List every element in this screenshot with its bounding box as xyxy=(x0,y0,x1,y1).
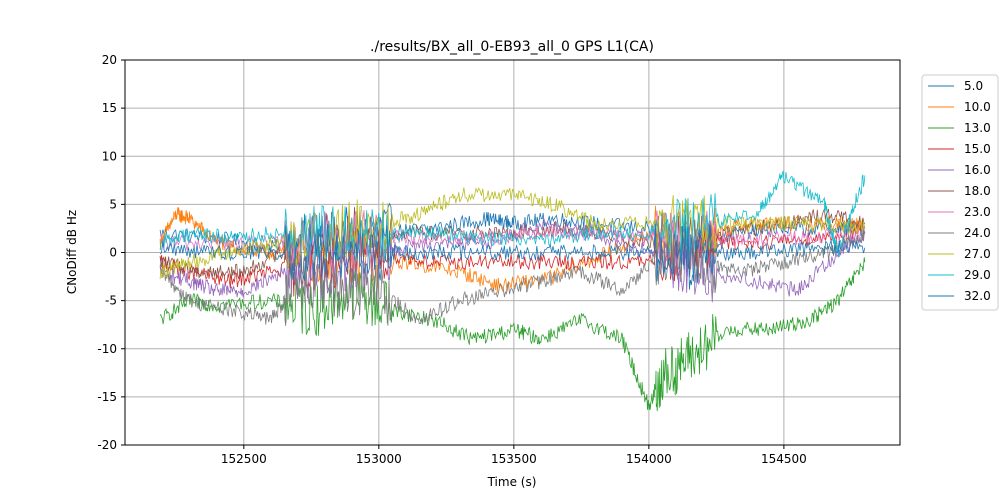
y-tick-label: 5 xyxy=(109,197,117,211)
y-tick-label: 10 xyxy=(102,149,117,163)
legend-label: 18.0 xyxy=(964,184,991,198)
y-tick-label: 0 xyxy=(109,246,117,260)
series-line-29.0 xyxy=(159,170,866,262)
legend-label: 15.0 xyxy=(964,142,991,156)
series-line-18.0 xyxy=(159,207,866,280)
series-line-15.0 xyxy=(159,215,866,297)
legend-label: 27.0 xyxy=(964,247,991,261)
x-tick-label: 153500 xyxy=(491,452,537,466)
y-tick-label: -10 xyxy=(97,342,117,356)
y-axis-label: CNoDiff dB Hz xyxy=(65,210,79,294)
y-tick-label: 20 xyxy=(102,53,117,67)
series-line-32.0 xyxy=(159,223,866,282)
legend-label: 13.0 xyxy=(964,121,991,135)
legend-label: 23.0 xyxy=(964,205,991,219)
y-tick-label: 15 xyxy=(102,101,117,115)
legend-label: 29.0 xyxy=(964,268,991,282)
series-line-24.0 xyxy=(159,226,866,326)
x-axis: 152500 153000 153500 154000 154500 xyxy=(221,445,807,466)
x-axis-label: Time (s) xyxy=(487,475,537,489)
y-tick-label: -15 xyxy=(97,390,117,404)
chart-title: ./results/BX_all_0-EB93_all_0 GPS L1(CA) xyxy=(370,39,654,55)
series-layer xyxy=(159,170,866,412)
x-tick-label: 152500 xyxy=(221,452,267,466)
x-tick-label: 154500 xyxy=(761,452,807,466)
series-line-23.0 xyxy=(159,210,866,270)
y-tick-label: -20 xyxy=(97,438,117,452)
legend-box xyxy=(921,74,999,311)
y-axis: -20 -15 -10 -5 0 5 10 15 20 xyxy=(97,53,125,452)
legend: 5.0 10.0 13.0 15.0 16.0 18.0 23.0 24.0 27.0 29.0 3… xyxy=(921,74,999,311)
x-tick-label: 153000 xyxy=(356,452,402,466)
legend-label: 5.0 xyxy=(964,79,983,93)
y-tick-label: -5 xyxy=(105,294,117,308)
legend-label: 16.0 xyxy=(964,163,991,177)
legend-label: 10.0 xyxy=(964,100,991,114)
legend-label: 24.0 xyxy=(964,226,991,240)
x-tick-label: 154000 xyxy=(626,452,672,466)
legend-label: 32.0 xyxy=(964,289,991,303)
